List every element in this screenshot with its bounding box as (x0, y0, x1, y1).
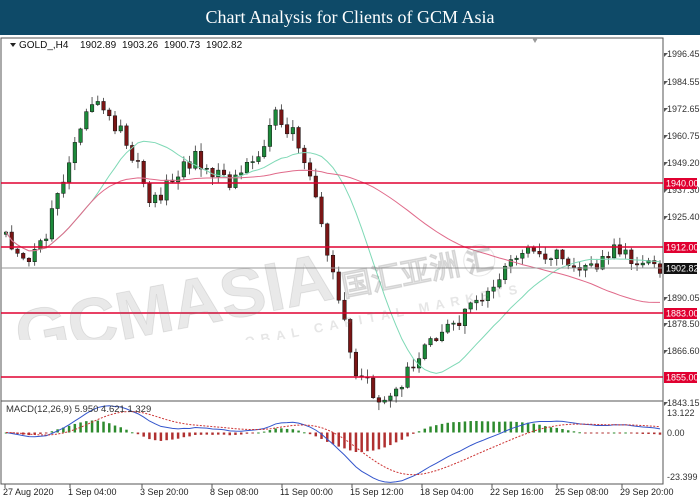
svg-text:1972.65: 1972.65 (667, 104, 700, 114)
svg-text:1903.26: 1903.26 (122, 40, 159, 51)
svg-text:3 Sep 20:00: 3 Sep 20:00 (140, 487, 189, 497)
svg-text:1890.05: 1890.05 (667, 293, 700, 303)
svg-text:15 Sep 12:00: 15 Sep 12:00 (350, 487, 404, 497)
svg-text:1902.82: 1902.82 (666, 264, 699, 274)
svg-text:11 Sep 00:00: 11 Sep 00:00 (280, 487, 333, 497)
svg-text:1960.75: 1960.75 (667, 131, 700, 141)
svg-text:0.00: 0.00 (667, 428, 685, 438)
svg-text:1855.00: 1855.00 (666, 373, 699, 383)
svg-text:1912.00: 1912.00 (666, 243, 699, 253)
svg-text:1 Sep 04:00: 1 Sep 04:00 (68, 487, 117, 497)
svg-text:1902.82: 1902.82 (206, 40, 243, 51)
svg-text:1878.50: 1878.50 (667, 319, 700, 329)
svg-text:1843.15: 1843.15 (667, 398, 700, 408)
svg-text:13.122: 13.122 (667, 408, 695, 418)
svg-text:27 Aug 2020: 27 Aug 2020 (3, 487, 54, 497)
svg-text:22 Sep 16:00: 22 Sep 16:00 (490, 487, 544, 497)
svg-text:29 Sep 20:00: 29 Sep 20:00 (620, 487, 674, 497)
svg-text:-23.399: -23.399 (667, 472, 698, 482)
svg-text:1883.00: 1883.00 (666, 309, 699, 319)
svg-text:1866.60: 1866.60 (667, 346, 700, 356)
svg-text:1984.55: 1984.55 (667, 77, 700, 87)
svg-text:1996.45: 1996.45 (667, 49, 700, 59)
svg-text:1902.89: 1902.89 (80, 40, 117, 51)
svg-text:GOLD_,H4: GOLD_,H4 (19, 40, 69, 51)
svg-text:18 Sep 04:00: 18 Sep 04:00 (420, 487, 474, 497)
svg-text:1900.73: 1900.73 (164, 40, 201, 51)
svg-text:1949.20: 1949.20 (667, 158, 700, 168)
svg-text:25 Sep 08:00: 25 Sep 08:00 (555, 487, 609, 497)
svg-text:1940.00: 1940.00 (666, 179, 699, 189)
svg-text:MACD(12,26,9) 5.950 4.621 1.32: MACD(12,26,9) 5.950 4.621 1.329 (6, 404, 151, 415)
svg-text:1925.40: 1925.40 (667, 212, 700, 222)
svg-text:8 Sep 08:00: 8 Sep 08:00 (210, 487, 259, 497)
